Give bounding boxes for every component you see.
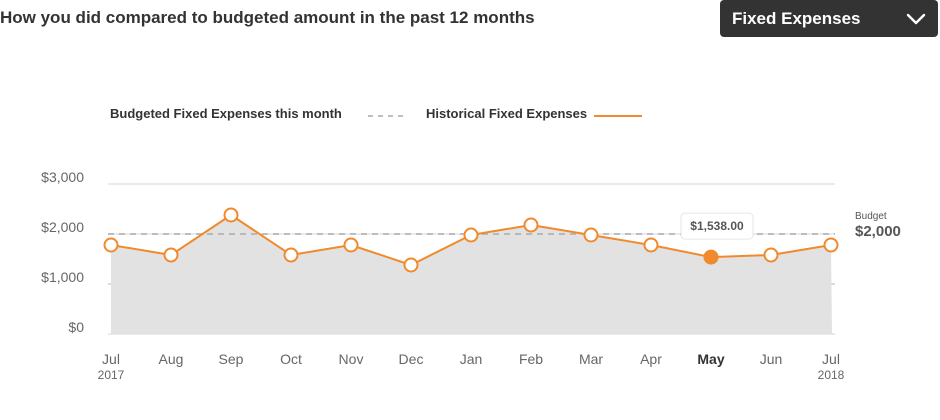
data-point bbox=[223, 207, 239, 223]
data-point bbox=[403, 257, 419, 273]
data-point bbox=[583, 227, 599, 243]
data-point bbox=[523, 217, 539, 233]
dropdown-selected-label: Fixed Expenses bbox=[732, 8, 861, 28]
series-area bbox=[111, 215, 832, 334]
legend-budget-label: Budgeted Fixed Expenses this month bbox=[110, 106, 342, 121]
x-tick-label: Nov bbox=[339, 351, 364, 367]
data-point bbox=[643, 237, 659, 253]
page-title: How you did compared to budgeted amount … bbox=[0, 8, 535, 27]
y-tick-label: $1,000 bbox=[41, 269, 84, 285]
x-tick-label: May bbox=[697, 351, 724, 367]
data-point bbox=[283, 247, 299, 263]
data-point bbox=[163, 247, 179, 263]
data-point bbox=[343, 237, 359, 253]
x-tick-year-label: 2017 bbox=[98, 368, 125, 382]
data-point bbox=[463, 227, 479, 243]
x-tick-label: Jun bbox=[760, 351, 783, 367]
x-tick-label: Jan bbox=[460, 351, 483, 367]
x-tick-label: Mar bbox=[579, 351, 603, 367]
x-tick-label: Jul bbox=[102, 351, 120, 367]
x-tick-label: Feb bbox=[519, 351, 543, 367]
expense-type-dropdown[interactable]: Fixed Expenses bbox=[720, 0, 938, 37]
data-point bbox=[763, 247, 779, 263]
legend-historical-label: Historical Fixed Expenses bbox=[426, 106, 588, 121]
y-tick-label: $2,000 bbox=[41, 219, 84, 235]
data-point bbox=[703, 249, 719, 265]
x-tick-label: Aug bbox=[159, 351, 184, 367]
x-tick-label: Jul bbox=[822, 351, 840, 367]
chevron-down-icon bbox=[906, 13, 926, 24]
tooltip-label: $1,538.00 bbox=[690, 219, 744, 233]
budget-caption: Budget bbox=[855, 211, 887, 222]
budget-value-label: $2,000 bbox=[855, 223, 901, 240]
x-tick-label: Sep bbox=[219, 351, 244, 367]
x-tick-label: Apr bbox=[640, 351, 662, 367]
data-point bbox=[103, 237, 119, 253]
tooltip-box bbox=[680, 212, 754, 240]
x-tick-year-label: 2018 bbox=[818, 368, 845, 382]
y-tick-label: $3,000 bbox=[41, 169, 84, 185]
x-tick-label: Dec bbox=[399, 351, 424, 367]
y-tick-label: $0 bbox=[68, 319, 84, 335]
x-tick-label: Oct bbox=[280, 351, 302, 367]
data-point bbox=[823, 237, 839, 253]
